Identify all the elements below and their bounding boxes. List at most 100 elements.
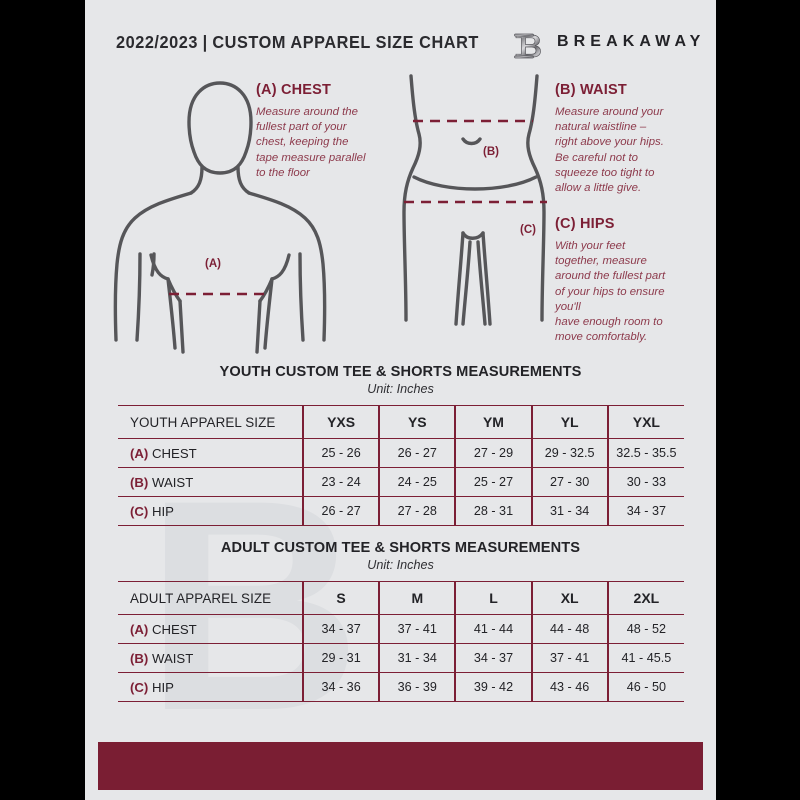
youth-row-label-chest: (A) CHEST: [118, 438, 303, 468]
size-chart-page: B 2022/2023 | CUSTOM APPAREL SIZE CHART: [85, 0, 716, 800]
measurement-illustrations: (A): [85, 72, 716, 362]
adult-row-label-waist: (B) WAIST: [118, 643, 303, 673]
youth-chest-yxl: 32.5 - 35.5: [606, 438, 684, 468]
row-label-text: HIP: [151, 503, 174, 519]
table-row: (B) WAIST 23 - 24 24 - 25 25 - 27 27 - 3…: [118, 467, 684, 497]
adult-table-title: ADULT CUSTOM TEE & SHORTS MEASUREMENTS: [220, 540, 581, 556]
adult-size-col-5: 2XL: [606, 581, 684, 615]
adult-chest-m: 37 - 41: [378, 614, 456, 644]
brand-wordmark: BREAKAWAY: [557, 33, 706, 50]
adult-waist-l: 34 - 37: [454, 643, 532, 673]
header-title-line: 2022/2023 | CUSTOM APPAREL SIZE CHART: [116, 32, 479, 53]
table-row: (B) WAIST 29 - 31 31 - 34 34 - 37 37 - 4…: [118, 643, 684, 673]
youth-size-col-4: YL: [530, 405, 608, 439]
hip-measure-label: (C): [520, 224, 536, 236]
youth-size-col-5: YXL: [606, 405, 684, 439]
table-row: (A) CHEST 25 - 26 26 - 27 27 - 29 29 - 3…: [118, 438, 684, 468]
chest-measure-label: (A): [205, 258, 221, 270]
callout-chest-body: Measure around the fullest part of your …: [256, 106, 366, 179]
youth-table-title: YOUTH CUSTOM TEE & SHORTS MEASUREMENTS: [219, 364, 582, 380]
footer-banner-bar: [98, 742, 703, 790]
youth-waist-yl: 27 - 30: [530, 467, 608, 497]
adult-size-col-4: XL: [530, 581, 608, 615]
row-letter: (B): [130, 650, 149, 666]
page-title: CUSTOM APPAREL SIZE CHART: [212, 32, 479, 52]
youth-chest-ym: 27 - 29: [454, 438, 532, 468]
table-header-row: ADULT APPAREL SIZE S M L XL 2XL: [118, 581, 684, 615]
row-label-text: WAIST: [151, 650, 194, 666]
adult-size-col-3: L: [454, 581, 532, 615]
row-letter: (A): [130, 445, 149, 461]
table-header-row: YOUTH APPAREL SIZE YXS YS YM YL YXL: [118, 405, 684, 439]
youth-table-unit: Unit: Inches: [367, 382, 434, 396]
youth-waist-ys: 24 - 25: [378, 467, 456, 497]
row-label-text: WAIST: [151, 474, 194, 490]
youth-size-col-1: YXS: [301, 405, 380, 439]
table-row: (C) HIP 34 - 36 36 - 39 39 - 42 43 - 46 …: [118, 672, 684, 702]
youth-size-col-2: YS: [378, 405, 456, 439]
adult-chest-xl: 44 - 48: [530, 614, 608, 644]
header-separator: |: [202, 32, 208, 52]
upper-body-figure: [113, 81, 327, 354]
adult-waist-xl: 37 - 41: [530, 643, 608, 673]
adult-waist-s: 29 - 31: [301, 643, 380, 673]
table-row: (A) CHEST 34 - 37 37 - 41 41 - 44 44 - 4…: [118, 614, 684, 644]
callout-waist-body: Measure around your natural waistline – …: [555, 106, 664, 195]
youth-size-header: YOUTH APPAREL SIZE: [118, 405, 303, 439]
youth-waist-yxl: 30 - 33: [606, 467, 684, 497]
adult-chest-s: 34 - 37: [301, 614, 380, 644]
callout-waist: (B) WAIST Measure around your natural wa…: [555, 82, 695, 196]
callout-hips-body: With your feet together, measure around …: [555, 240, 666, 344]
adult-table-unit: Unit: Inches: [367, 558, 434, 572]
youth-hip-ys: 27 - 28: [378, 496, 456, 526]
youth-size-table: YOUTH APPAREL SIZE YXS YS YM YL YXL (A) …: [118, 405, 684, 526]
adult-size-col-1: S: [301, 581, 380, 615]
adult-row-label-chest: (A) CHEST: [118, 614, 303, 644]
youth-waist-yxs: 23 - 24: [301, 467, 380, 497]
callout-chest-title: (A) CHEST: [256, 82, 332, 98]
youth-waist-ym: 25 - 27: [454, 467, 532, 497]
adult-chest-2xl: 48 - 52: [606, 614, 684, 644]
callout-chest: (A) CHEST Measure around the fullest par…: [256, 82, 386, 181]
table-row: (C) HIP 26 - 27 27 - 28 28 - 31 31 - 34 …: [118, 496, 684, 526]
adult-size-table: ADULT APPAREL SIZE S M L XL 2XL (A) CHES…: [118, 581, 684, 702]
lower-body-figure: [402, 74, 547, 326]
waist-measure-label: (B): [483, 146, 499, 158]
youth-row-label-waist: (B) WAIST: [118, 467, 303, 497]
callout-waist-title: (B) WAIST: [555, 82, 627, 98]
adult-hip-m: 36 - 39: [378, 672, 456, 702]
youth-hip-yxs: 26 - 27: [301, 496, 380, 526]
callout-hips: (C) HIPS With your feet together, measur…: [555, 216, 695, 345]
adult-hip-xl: 43 - 46: [530, 672, 608, 702]
adult-waist-2xl: 41 - 45.5: [606, 643, 684, 673]
page-content: 2022/2023 | CUSTOM APPAREL SIZE CHART: [85, 0, 716, 800]
adult-hip-l: 39 - 42: [454, 672, 532, 702]
adult-size-header: ADULT APPAREL SIZE: [118, 581, 303, 615]
row-label-text: CHEST: [151, 445, 197, 461]
youth-chest-ys: 26 - 27: [378, 438, 456, 468]
row-label-text: HIP: [151, 679, 174, 695]
header-season: 2022/2023: [116, 32, 198, 52]
youth-hip-yl: 31 - 34: [530, 496, 608, 526]
youth-size-table-block: YOUTH CUSTOM TEE & SHORTS MEASUREMENTS U…: [85, 364, 716, 526]
youth-chest-yxs: 25 - 26: [301, 438, 380, 468]
row-label-text: CHEST: [151, 621, 197, 637]
adult-waist-m: 31 - 34: [378, 643, 456, 673]
youth-row-label-hip: (C) HIP: [118, 496, 303, 526]
adult-size-table-block: ADULT CUSTOM TEE & SHORTS MEASUREMENTS U…: [85, 540, 716, 702]
adult-size-col-2: M: [378, 581, 456, 615]
callout-hips-title: (C) HIPS: [555, 216, 615, 232]
youth-size-col-3: YM: [454, 405, 532, 439]
row-letter: (A): [130, 621, 149, 637]
adult-hip-s: 34 - 36: [301, 672, 380, 702]
row-letter: (C): [130, 679, 149, 695]
youth-hip-ym: 28 - 31: [454, 496, 532, 526]
adult-hip-2xl: 46 - 50: [606, 672, 684, 702]
row-letter: (B): [130, 474, 149, 490]
breakaway-b-monogram-icon: [514, 33, 541, 59]
adult-chest-l: 41 - 44: [454, 614, 532, 644]
youth-chest-yl: 29 - 32.5: [530, 438, 608, 468]
adult-row-label-hip: (C) HIP: [118, 672, 303, 702]
youth-hip-yxl: 34 - 37: [606, 496, 684, 526]
